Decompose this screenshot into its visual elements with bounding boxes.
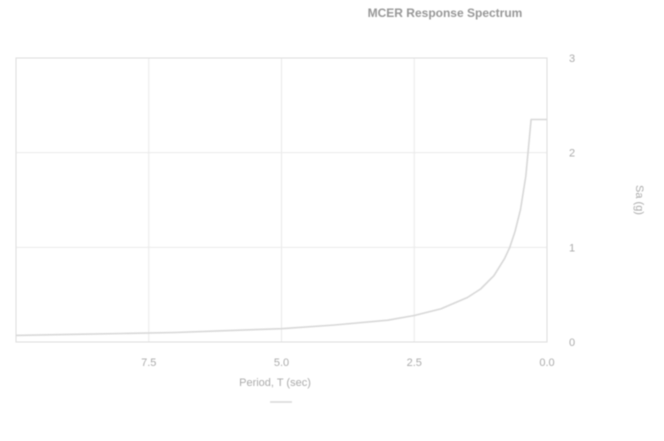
plot-frame	[15, 57, 548, 343]
y-axis-label: Sa (g)	[633, 185, 645, 215]
series-line	[15, 118, 547, 337]
y-tick-label: 0	[569, 337, 575, 349]
x-tick-label: 7.5	[141, 357, 156, 369]
x-tick-label: 2.5	[407, 357, 422, 369]
y-tick-label: 1	[569, 242, 575, 254]
x-tick-label: 5.0	[274, 357, 289, 369]
x-axis-label: Period, T (sec)	[239, 377, 311, 389]
y-tick-label: 3	[569, 53, 575, 65]
chart-title: MCER Response Spectrum	[368, 6, 523, 20]
x-tick-label: 0.0	[539, 357, 554, 369]
y-tick-label: 2	[569, 148, 575, 160]
grid-layer	[16, 57, 548, 343]
tick-layer: 0 1 2 3 0.0 2.5 5.0 7.5	[141, 53, 575, 369]
series-layer	[15, 118, 547, 337]
